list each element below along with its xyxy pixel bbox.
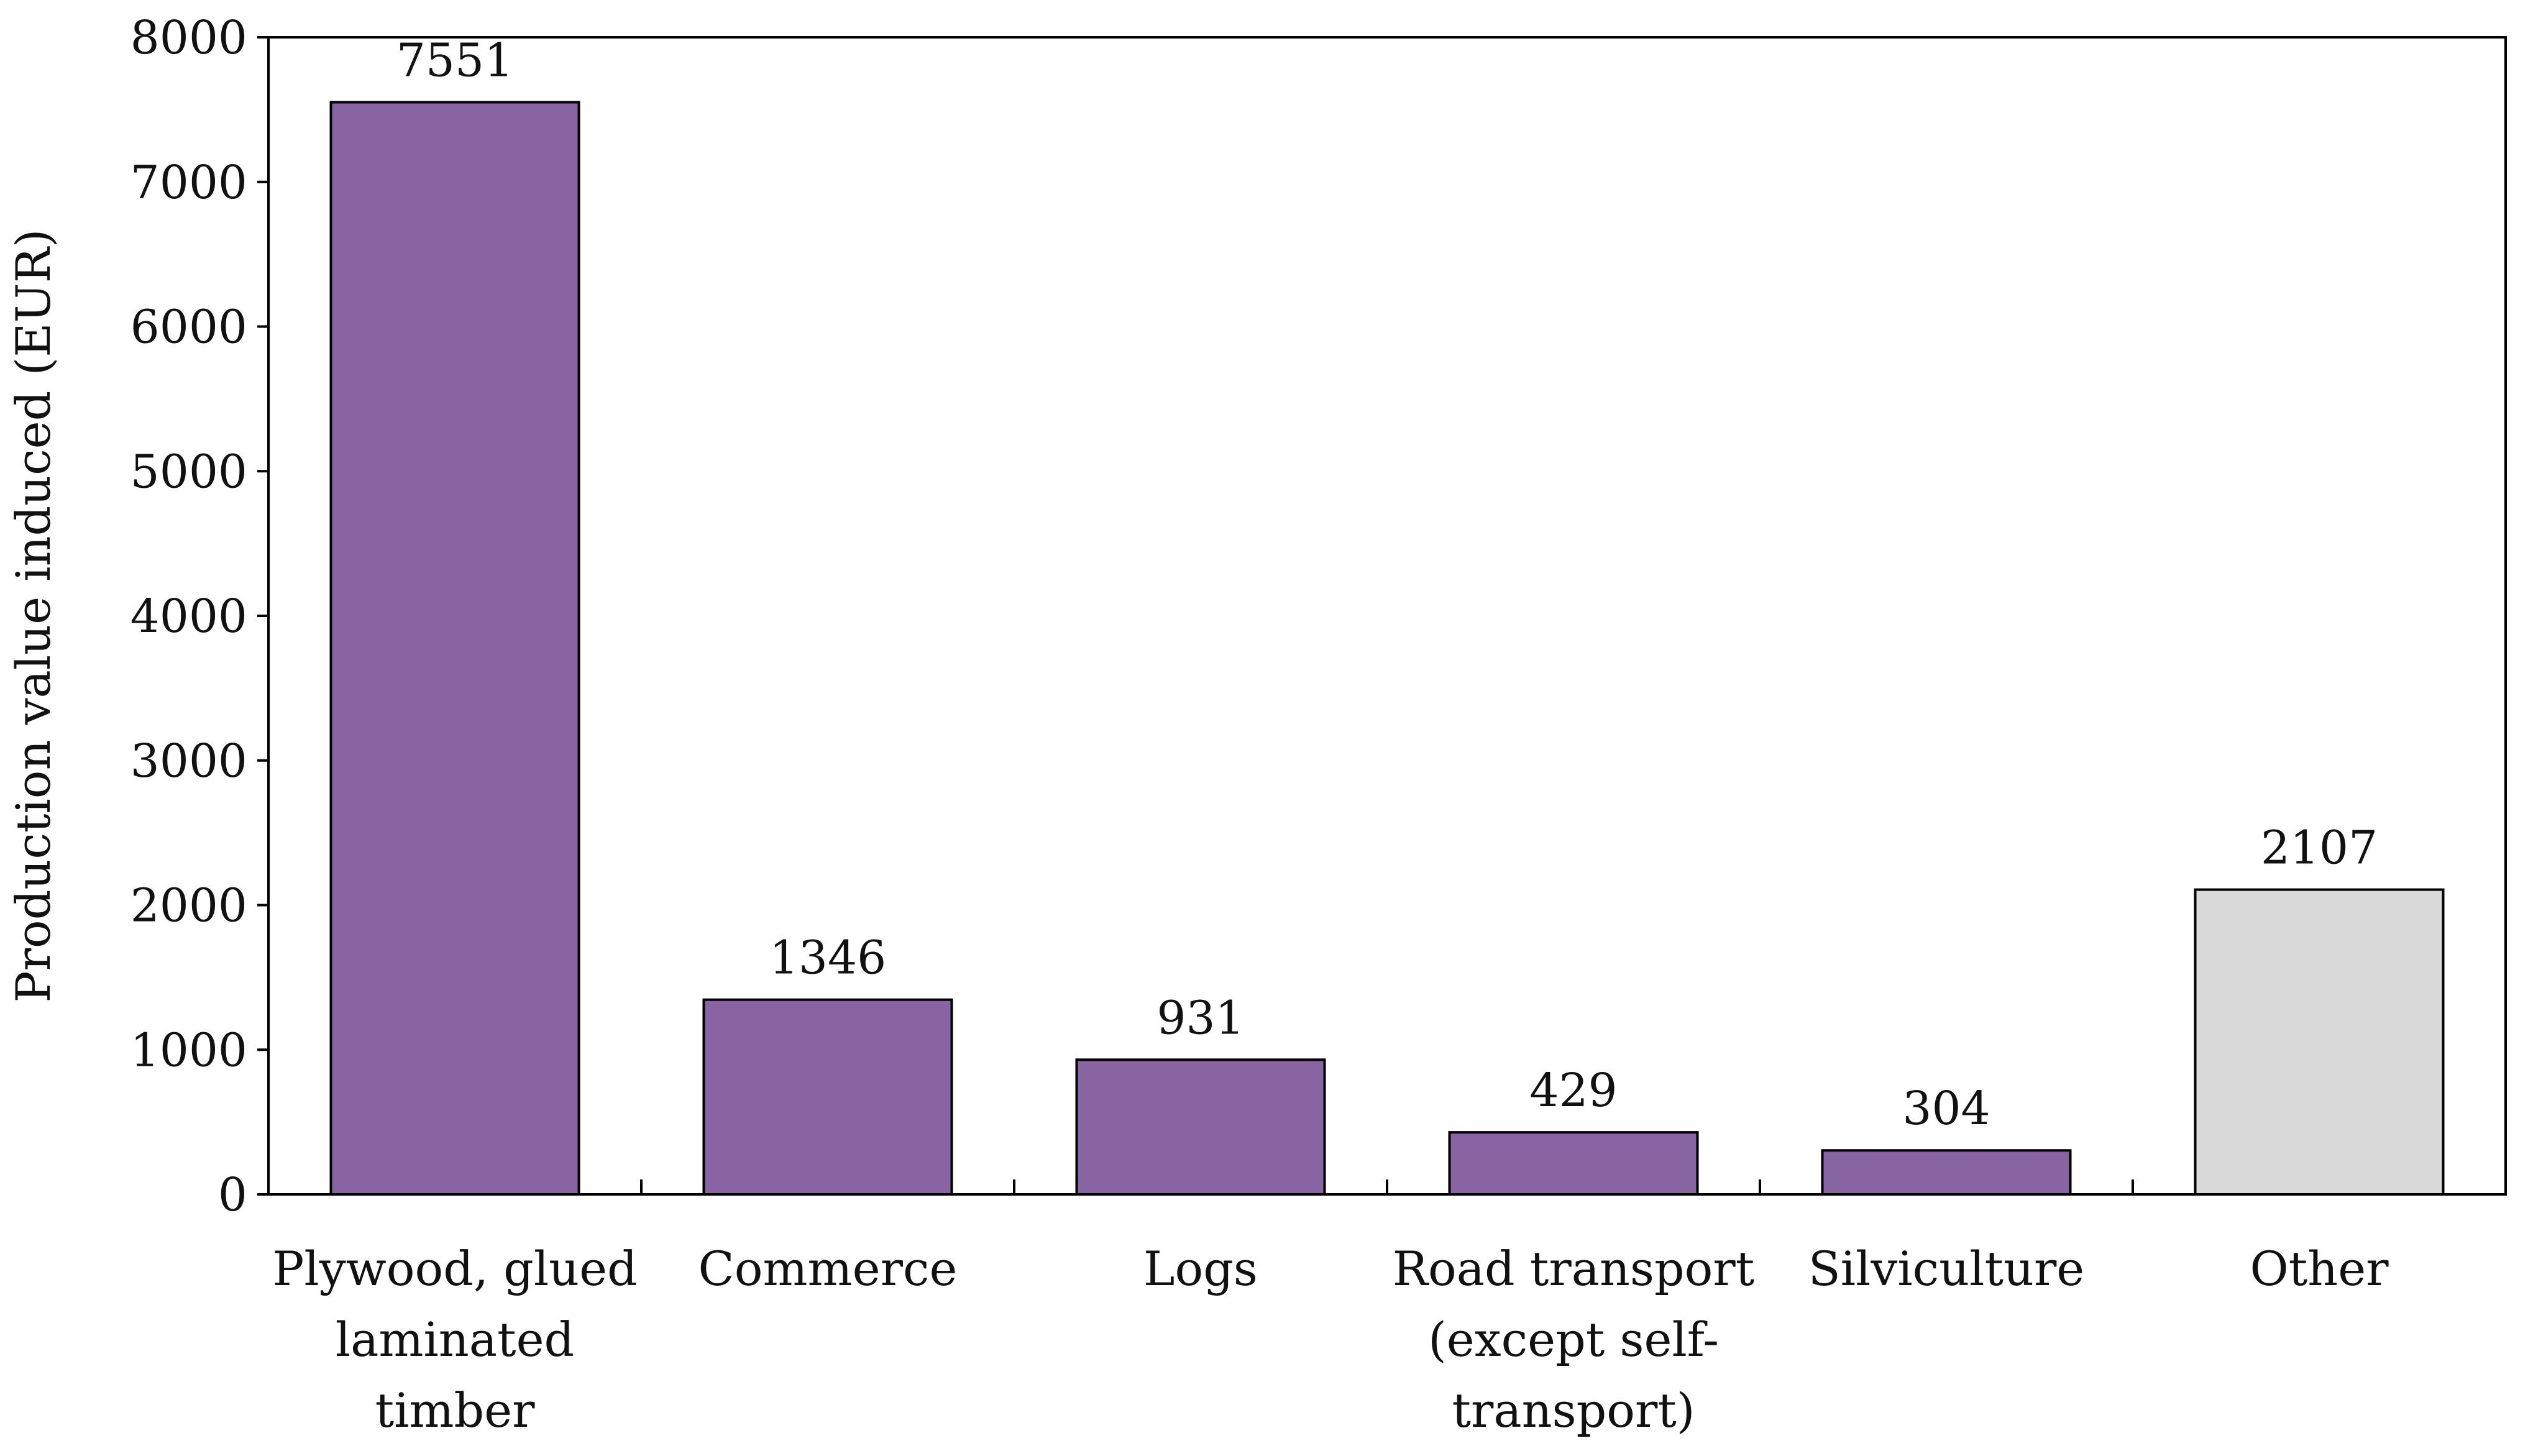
data-label: 429 xyxy=(1529,1064,1617,1117)
data-label: 931 xyxy=(1156,991,1244,1045)
plot-frame xyxy=(267,36,2507,1196)
bar xyxy=(1821,1149,2072,1196)
data-label: 7551 xyxy=(396,34,513,88)
bar xyxy=(1075,1058,1326,1196)
x-category-label: laminated xyxy=(336,1312,574,1367)
labels-layer: 0 1000 2000 3000 4000 5000 6000 7000 8000 7551 Ply… xyxy=(131,11,2389,1438)
data-label: 304 xyxy=(1902,1082,1990,1135)
x-category-label: Other xyxy=(2250,1241,2389,1296)
y-tick-label: 3000 xyxy=(131,735,247,788)
bar xyxy=(702,998,953,1196)
y-axis-title: Production value induced (EUR) xyxy=(6,229,61,1003)
y-tick-label: 1000 xyxy=(131,1023,247,1077)
x-category-label: (except self- xyxy=(1428,1312,1719,1367)
y-tick-label: 2000 xyxy=(131,879,247,933)
x-category-label: Silviculture xyxy=(1808,1241,2085,1296)
bar xyxy=(1448,1131,1699,1196)
x-category-label: Commerce xyxy=(698,1241,958,1296)
y-tick-label: 0 xyxy=(218,1168,247,1222)
data-label: 1346 xyxy=(769,932,886,985)
bars-layer xyxy=(329,101,2445,1196)
y-tick-label: 7000 xyxy=(131,156,247,209)
bar xyxy=(2194,888,2445,1196)
x-category-label: Plywood, glued xyxy=(272,1241,637,1296)
y-tick-label: 4000 xyxy=(131,590,247,643)
axes-layer xyxy=(257,36,2507,1196)
x-category-label: timber xyxy=(375,1383,536,1438)
x-category-label: Logs xyxy=(1143,1241,1258,1296)
y-tick-label: 5000 xyxy=(131,445,247,498)
data-label: 2107 xyxy=(2261,822,2378,875)
bar xyxy=(329,101,580,1196)
y-tick-label: 8000 xyxy=(131,11,247,65)
x-category-label: Road transport xyxy=(1393,1241,1755,1296)
x-category-label: transport) xyxy=(1452,1383,1695,1438)
y-tick-label: 6000 xyxy=(131,301,247,354)
